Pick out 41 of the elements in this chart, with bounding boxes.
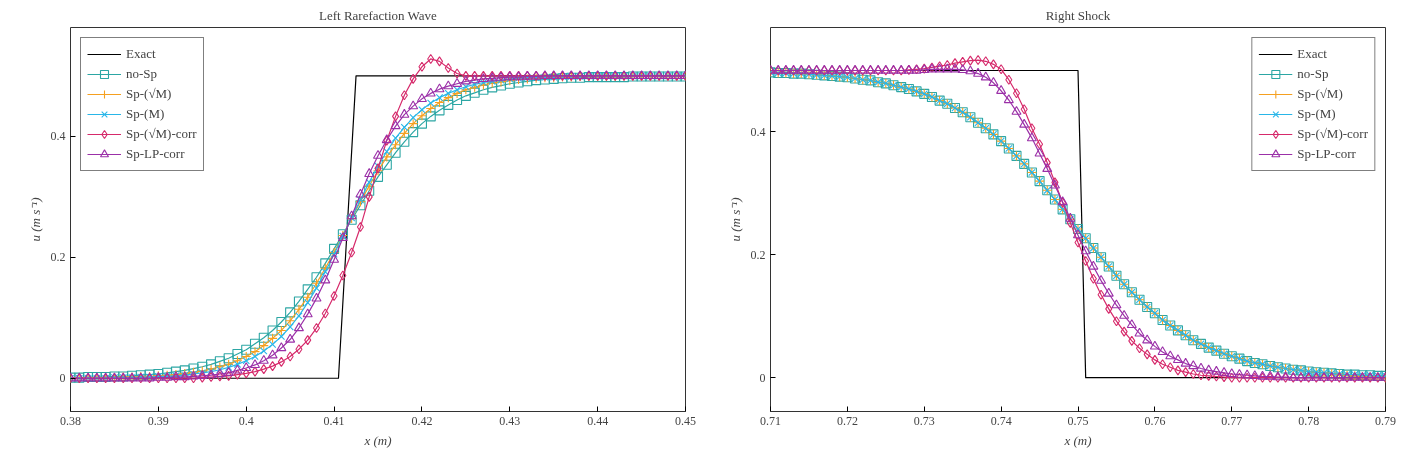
legend-label: Sp-LP-corr — [1297, 145, 1356, 163]
legend-label: Exact — [126, 45, 156, 63]
x-tick-label: 0.4 — [238, 413, 254, 428]
y-tick-label: 0.4 — [50, 129, 66, 144]
x-tick-label: 0.43 — [499, 413, 521, 428]
y-tick-label: 0.4 — [750, 124, 766, 139]
x-tick-label: 0.77 — [1221, 413, 1243, 428]
x-tick-label: 0.74 — [990, 413, 1012, 428]
x-tick-label: 0.78 — [1298, 413, 1320, 428]
x-tick-label: 0.75 — [1067, 413, 1089, 428]
legend-label: Sp-(M) — [1297, 105, 1336, 123]
legend-label: Sp-LP-corr — [126, 145, 185, 163]
legend-label: no-Sp — [1297, 65, 1329, 83]
legend-label: no-Sp — [126, 65, 158, 83]
x-tick-label: 0.76 — [1144, 413, 1166, 428]
x-tick-label: 0.39 — [147, 413, 169, 428]
x-tick-label: 0.38 — [60, 413, 81, 428]
x-tick-label: 0.44 — [587, 413, 609, 428]
x-tick-label: 0.71 — [760, 413, 781, 428]
chart-title: Right Shock — [1045, 7, 1111, 23]
legend-label: Exact — [1297, 45, 1327, 63]
x-tick-label: 0.79 — [1375, 413, 1396, 428]
legend-label: Sp-(√M) — [126, 85, 172, 103]
y-tick-label: 0.2 — [750, 247, 766, 262]
legend-label: Sp-(√M)-corr — [1297, 125, 1368, 143]
y-tick-label: 0 — [759, 370, 766, 385]
y-tick-label: 0 — [59, 371, 66, 386]
x-axis-title: x (m) — [363, 432, 392, 448]
legend-label: Sp-(M) — [126, 105, 165, 123]
legend-label: Sp-(√M) — [1297, 85, 1343, 103]
y-axis-title: u (m s⁻¹) — [727, 197, 743, 242]
x-tick-label: 0.73 — [913, 413, 935, 428]
x-axis-title: x (m) — [1063, 432, 1092, 448]
x-tick-label: 0.45 — [675, 413, 696, 428]
x-tick-label: 0.42 — [411, 413, 433, 428]
chart-title: Left Rarefaction Wave — [318, 7, 438, 23]
y-tick-label: 0.2 — [50, 250, 66, 265]
y-axis-title: u (m s⁻¹) — [27, 197, 43, 242]
x-tick-label: 0.41 — [323, 413, 345, 428]
legend-label: Sp-(√M)-corr — [126, 125, 197, 143]
x-tick-label: 0.72 — [836, 413, 858, 428]
